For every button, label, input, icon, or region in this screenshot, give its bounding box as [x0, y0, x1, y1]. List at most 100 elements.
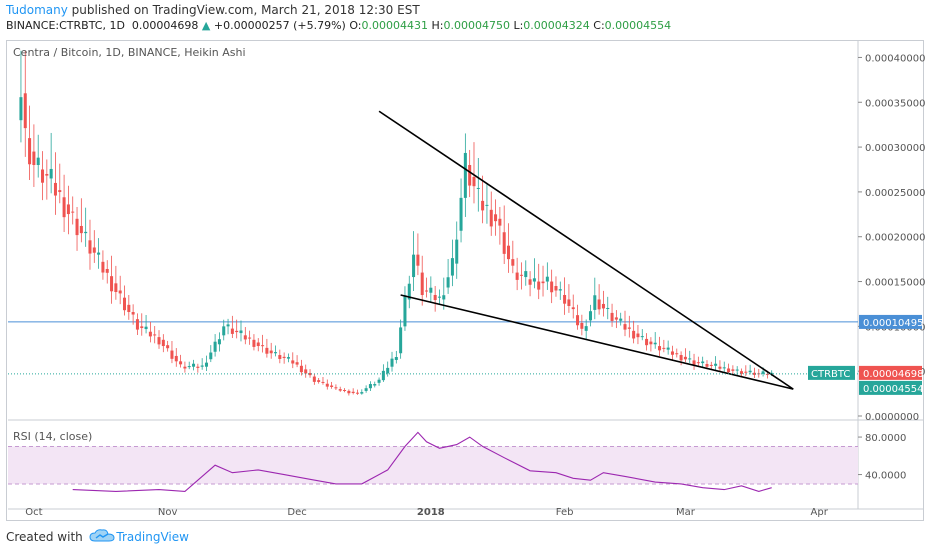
candle-body: [213, 341, 217, 352]
candle-body: [770, 372, 774, 374]
candle-body: [45, 173, 49, 176]
candle-body: [675, 353, 679, 355]
candle-body: [308, 372, 312, 376]
candle-body: [66, 204, 70, 215]
candle-body: [204, 362, 208, 367]
candle-body: [403, 295, 407, 327]
time-axis-label: Apr: [811, 507, 829, 518]
candle-body: [537, 281, 541, 290]
candle-body: [735, 369, 739, 371]
candle-body: [368, 384, 372, 389]
change-up-icon: ▲: [201, 19, 211, 32]
price-axis-label: 0.00015000: [865, 278, 925, 289]
symbol-label: BINANCE:CTRBTC, 1D: [6, 19, 125, 32]
candle-body: [248, 337, 252, 339]
low-label: L:: [513, 19, 524, 32]
candle-body: [373, 384, 377, 386]
candle-body: [179, 361, 183, 365]
candle-body: [282, 356, 286, 358]
candle-body: [433, 294, 437, 301]
candle-body: [58, 190, 62, 193]
candle-body: [295, 362, 299, 365]
candle-body: [153, 334, 157, 336]
candle-body: [140, 326, 144, 329]
candle-body: [446, 277, 450, 288]
author-link[interactable]: Tudomany: [6, 3, 68, 17]
candle-body: [265, 347, 269, 354]
candle-body: [269, 350, 273, 354]
candle-body: [118, 290, 122, 294]
candle-body: [36, 157, 40, 166]
candle-body: [752, 372, 756, 375]
candle-body: [442, 295, 446, 300]
candle-body: [157, 337, 161, 345]
symbol-tag: [808, 365, 855, 380]
rsi-band: [8, 446, 858, 484]
candle-body: [105, 268, 109, 273]
candle-body: [696, 362, 700, 364]
chart-frame[interactable]: [6, 40, 924, 521]
candle-body: [217, 339, 221, 345]
candle-body: [338, 389, 342, 391]
candle-body: [122, 297, 127, 311]
candle-body: [649, 341, 653, 345]
candle-body: [28, 138, 32, 165]
candle-body: [709, 364, 713, 366]
chart-title: Centra / Bitcoin, 1D, BINANCE, Heikin As…: [13, 46, 246, 59]
tradingview-cloud-icon: [89, 529, 115, 542]
candle-body: [519, 274, 523, 276]
change-value: +0.00000257 (+5.79%): [213, 19, 346, 32]
candle-body: [580, 323, 584, 329]
candle-body: [347, 390, 351, 394]
close-value: 0.00004554: [604, 19, 672, 32]
candle-body: [614, 317, 618, 320]
time-axis-label: Mar: [676, 507, 696, 518]
candle-body: [640, 336, 644, 338]
candle-body: [101, 261, 105, 273]
price-axis-label: 0.00020000: [865, 233, 925, 244]
close-price-label: 0.00004554: [863, 384, 923, 395]
tradingview-brand-link[interactable]: TradingView: [116, 530, 189, 544]
candle-body: [472, 176, 476, 187]
candle-body: [498, 218, 502, 226]
rsi-axis-label: 80.0000: [865, 433, 906, 444]
price-axis-label: 0.00040000: [865, 53, 925, 64]
time-axis-label: Dec: [287, 507, 306, 518]
candle-body: [41, 169, 45, 183]
candle-body: [412, 254, 416, 278]
candle-body: [532, 278, 536, 282]
candle-body: [601, 303, 605, 309]
candle-body: [256, 342, 260, 347]
candle-body: [148, 331, 152, 337]
candle-body: [722, 367, 726, 369]
candle-body: [718, 366, 722, 369]
candle-body: [364, 388, 368, 391]
candle-body: [230, 328, 234, 334]
candle-body: [299, 365, 303, 373]
candle-body: [192, 363, 196, 367]
candle-body: [407, 283, 411, 300]
candle-body: [174, 355, 178, 362]
candle-body: [127, 304, 131, 313]
price-axis-label: 0.00025000: [865, 188, 925, 199]
candle-body: [261, 345, 265, 347]
candle-body: [235, 330, 239, 333]
rsi-title: RSI (14, close): [13, 430, 92, 443]
candle-body: [84, 231, 88, 234]
candle-body: [731, 369, 735, 371]
candle-body: [334, 387, 338, 389]
created-with-text: Created with: [6, 530, 83, 544]
candle-body: [576, 315, 580, 326]
last-price-tag: [859, 365, 922, 380]
price-axis-label: 0.00035000: [865, 98, 925, 109]
time-axis-label: Nov: [158, 507, 178, 518]
time-axis-label: 2018: [417, 507, 445, 518]
candle-body: [196, 366, 200, 368]
candle-body: [761, 371, 765, 374]
candle-body: [705, 364, 709, 367]
candle-body: [714, 363, 718, 366]
candle-body: [187, 366, 191, 368]
hline-price-tag: [859, 314, 922, 329]
candle-body: [19, 97, 23, 121]
